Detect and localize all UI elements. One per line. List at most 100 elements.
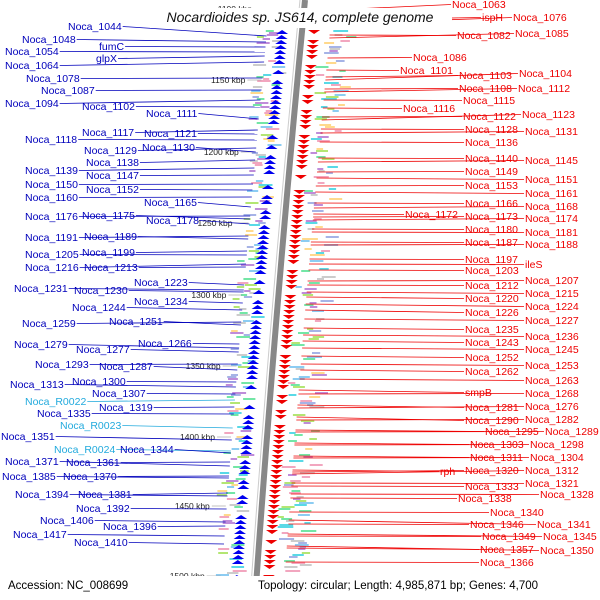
gene-label-right[interactable]: Noca_1197 bbox=[465, 254, 518, 266]
gene-label-left[interactable]: fumC bbox=[99, 41, 125, 53]
gene-label-right[interactable]: Noca_1086 bbox=[413, 52, 467, 64]
gene-label-right[interactable]: Noca_1227 bbox=[525, 315, 579, 327]
gene-label-left[interactable]: Noca_1064 bbox=[5, 60, 59, 72]
gene-label-right[interactable]: Noca_1153 bbox=[465, 180, 518, 192]
gene-label-left[interactable]: Noca_1244 bbox=[72, 302, 126, 314]
gene-label-left[interactable]: Noca_1118 bbox=[25, 134, 77, 146]
gene-label-right[interactable]: Noca_1295 bbox=[485, 426, 539, 438]
gene-label-right[interactable]: Noca_1235 bbox=[465, 324, 519, 336]
gene-label-right[interactable]: Noca_1131 bbox=[525, 126, 578, 138]
gene-label-right[interactable]: Noca_1112 bbox=[518, 83, 570, 95]
gene-label-left[interactable]: Noca_1094 bbox=[5, 98, 59, 110]
gene-label-right[interactable]: Noca_1366 bbox=[480, 557, 534, 569]
gene-label-right[interactable]: Noca_1101 bbox=[400, 65, 453, 77]
gene-label-left[interactable]: Noca_1406 bbox=[40, 515, 94, 527]
gene-label-left[interactable]: Noca_1129 bbox=[84, 145, 137, 157]
gene-label-right[interactable]: Noca_1253 bbox=[525, 360, 579, 372]
gene-label-left[interactable]: Noca_1417 bbox=[13, 529, 67, 541]
gene-label-right[interactable]: Noca_1149 bbox=[465, 166, 518, 178]
gene-label-left[interactable]: Noca_R0022 bbox=[25, 396, 86, 408]
gene-label-right[interactable]: Noca_1340 bbox=[490, 507, 544, 519]
gene-label-left[interactable]: Noca_1138 bbox=[86, 157, 139, 169]
gene-label-left[interactable]: Noca_1231 bbox=[14, 283, 68, 295]
gene-label-left[interactable]: Noca_1307 bbox=[92, 388, 146, 400]
gene-label-right[interactable]: Noca_1303 bbox=[470, 439, 524, 451]
gene-label-left[interactable]: Noca_1044 bbox=[68, 21, 122, 33]
gene-label-left[interactable]: Noca_1279 bbox=[14, 339, 68, 351]
gene-label-right[interactable]: Noca_1207 bbox=[525, 275, 579, 287]
gene-label-left[interactable]: Noca_1259 bbox=[22, 318, 76, 330]
gene-label-left[interactable]: Noca_1251 bbox=[109, 316, 163, 328]
gene-label-right[interactable]: Noca_1145 bbox=[525, 155, 578, 167]
gene-label-left[interactable]: Noca_R0024 bbox=[54, 444, 115, 456]
gene-label-left[interactable]: Noca_1266 bbox=[138, 338, 192, 350]
gene-label-right[interactable]: Noca_1236 bbox=[525, 331, 579, 343]
gene-label-right[interactable]: Noca_1180 bbox=[465, 224, 518, 236]
gene-label-right[interactable]: Noca_1224 bbox=[525, 301, 579, 313]
gene-label-left[interactable]: Noca_1313 bbox=[10, 379, 64, 391]
gene-label-left[interactable]: Noca_1287 bbox=[99, 361, 153, 373]
gene-label-right[interactable]: Noca_1263 bbox=[525, 375, 579, 387]
gene-label-right[interactable]: Noca_1212 bbox=[465, 280, 519, 292]
gene-label-left[interactable]: Noca_1178 bbox=[146, 215, 199, 227]
gene-label-left[interactable]: Noca_1213 bbox=[84, 262, 138, 274]
gene-label-right[interactable]: Noca_1168 bbox=[525, 201, 578, 213]
gene-label-right[interactable]: Noca_1321 bbox=[525, 478, 579, 490]
gene-label-left[interactable]: Noca_1344 bbox=[120, 444, 174, 456]
gene-label-left[interactable]: Noca_1319 bbox=[99, 402, 153, 414]
gene-label-left[interactable]: Noca_1394 bbox=[15, 489, 69, 501]
gene-label-left[interactable]: Noca_1199 bbox=[82, 247, 135, 259]
gene-label-left[interactable]: Noca_1130 bbox=[142, 142, 195, 154]
gene-label-right[interactable]: Noca_1290 bbox=[465, 415, 519, 427]
gene-label-right[interactable]: Noca_1328 bbox=[540, 489, 594, 501]
gene-label-right[interactable]: Noca_1338 bbox=[458, 493, 512, 505]
gene-label-right[interactable]: smpB bbox=[465, 387, 492, 399]
gene-label-right[interactable]: Noca_1181 bbox=[525, 227, 578, 239]
gene-label-left[interactable]: Noca_1048 bbox=[22, 34, 76, 46]
gene-label-left[interactable]: Noca_1392 bbox=[76, 503, 130, 515]
gene-label-right[interactable]: Noca_1122 bbox=[463, 111, 516, 123]
gene-label-right[interactable]: Noca_1082 bbox=[457, 30, 511, 42]
gene-label-right[interactable]: Noca_1188 bbox=[525, 239, 578, 251]
gene-label-left[interactable]: Noca_1078 bbox=[26, 73, 80, 85]
gene-label-right[interactable]: Noca_1350 bbox=[540, 545, 594, 557]
gene-label-right[interactable]: Noca_1174 bbox=[525, 213, 578, 225]
gene-label-left[interactable]: Noca_1410 bbox=[74, 537, 128, 549]
gene-label-right[interactable]: Noca_1187 bbox=[465, 237, 518, 249]
gene-label-left[interactable]: Noca_1300 bbox=[72, 376, 126, 388]
gene-label-right[interactable]: Noca_1115 bbox=[463, 95, 515, 107]
gene-label-right[interactable]: Noca_1243 bbox=[465, 337, 519, 349]
gene-label-left[interactable]: Noca_1335 bbox=[37, 408, 91, 420]
gene-label-left[interactable]: Noca_1117 bbox=[82, 127, 134, 139]
gene-label-left[interactable]: Noca_1230 bbox=[74, 285, 128, 297]
gene-label-right[interactable]: Noca_1104 bbox=[519, 68, 572, 80]
gene-label-left[interactable]: Noca_R0023 bbox=[60, 420, 121, 432]
gene-label-right[interactable]: Noca_1123 bbox=[522, 109, 575, 121]
gene-label-right[interactable]: Noca_1312 bbox=[525, 465, 579, 477]
gene-label-right[interactable]: Noca_1268 bbox=[525, 388, 579, 400]
gene-label-right[interactable]: ileS bbox=[525, 259, 543, 271]
gene-label-right[interactable]: Noca_1346 bbox=[470, 519, 524, 531]
gene-label-left[interactable]: Noca_1121 bbox=[144, 128, 197, 140]
gene-label-left[interactable]: Noca_1351 bbox=[1, 431, 55, 443]
gene-label-left[interactable]: Noca_1175 bbox=[82, 210, 135, 222]
gene-label-right[interactable]: Noca_1341 bbox=[537, 519, 591, 531]
gene-label-right[interactable]: Noca_1276 bbox=[525, 401, 579, 413]
gene-label-left[interactable]: Noca_1160 bbox=[25, 192, 78, 204]
gene-label-left[interactable]: Noca_1054 bbox=[5, 46, 59, 58]
gene-label-left[interactable]: Noca_1087 bbox=[41, 85, 95, 97]
gene-label-left[interactable]: Noca_1371 bbox=[5, 456, 59, 468]
gene-label-left[interactable]: Noca_1191 bbox=[25, 232, 78, 244]
gene-label-right[interactable]: Noca_1333 bbox=[465, 481, 519, 493]
gene-label-right[interactable]: Noca_1298 bbox=[530, 439, 584, 451]
gene-label-right[interactable]: Noca_1245 bbox=[525, 344, 579, 356]
gene-label-right[interactable]: Noca_1203 bbox=[465, 265, 519, 277]
gene-label-right[interactable]: Noca_1262 bbox=[465, 366, 519, 378]
gene-label-right[interactable]: Noca_1151 bbox=[525, 174, 578, 186]
gene-label-left[interactable]: Noca_1139 bbox=[25, 165, 78, 177]
gene-label-left[interactable]: Noca_1396 bbox=[103, 521, 157, 533]
gene-label-right[interactable]: Noca_1304 bbox=[530, 452, 584, 464]
gene-label-right[interactable]: Noca_1136 bbox=[465, 137, 518, 149]
gene-label-left[interactable]: glpX bbox=[96, 53, 117, 65]
gene-label-right[interactable]: Noca_1220 bbox=[465, 293, 519, 305]
